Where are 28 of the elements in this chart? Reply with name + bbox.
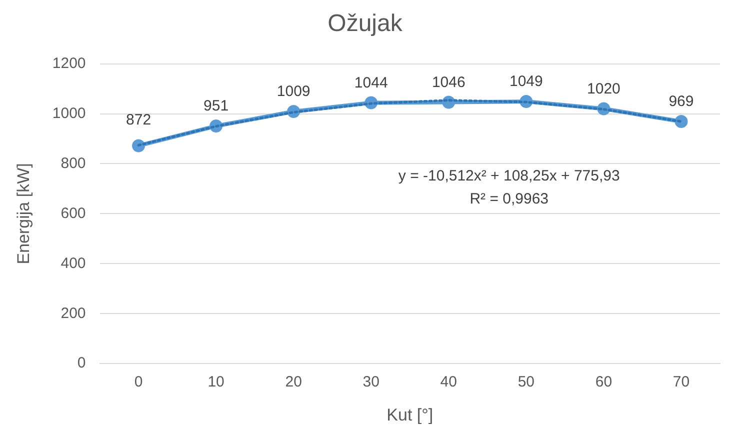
y-tick-label: 1200 — [52, 54, 86, 72]
data-label: 1044 — [354, 74, 388, 92]
y-tick-label: 200 — [60, 304, 86, 322]
y-tick-label: 800 — [60, 154, 86, 172]
x-tick-label: 50 — [518, 374, 535, 391]
x-tick-label: 20 — [285, 374, 302, 391]
x-tick-label: 10 — [208, 374, 224, 391]
annotation: y = -10,512x² + 108,25x + 775,93 — [398, 167, 620, 184]
x-tick-label: 60 — [595, 374, 612, 391]
y-tick-label: 1000 — [52, 104, 86, 122]
x-tick-label: 70 — [672, 374, 690, 391]
y-axis-title: Energija [kW] — [14, 163, 33, 264]
y-tick-label: 600 — [60, 204, 86, 222]
chart-title: Ožujak — [328, 10, 404, 38]
x-axis-title: Kut [°] — [386, 405, 434, 424]
data-label: 1049 — [509, 73, 543, 90]
x-tick-label: 30 — [362, 374, 380, 391]
y-tick-label: 0 — [77, 354, 86, 372]
data-label: 1009 — [276, 83, 310, 100]
y-tick-label: 400 — [60, 254, 86, 272]
x-tick-label: 0 — [134, 374, 143, 391]
data-label: 872 — [126, 111, 152, 128]
annotation: R² = 0,9963 — [470, 190, 549, 208]
data-label: 1020 — [587, 80, 620, 98]
data-label: 969 — [668, 93, 694, 110]
data-label: 1046 — [432, 74, 466, 91]
data-label: 951 — [204, 98, 229, 115]
x-tick-label: 40 — [440, 374, 457, 391]
